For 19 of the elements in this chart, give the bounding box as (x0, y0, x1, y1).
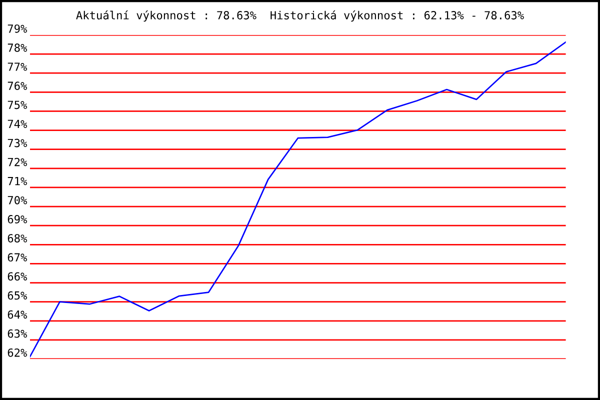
y-tick-label: 65% (8, 291, 28, 300)
y-tick-label: 78% (8, 44, 28, 52)
y-tick-label: 74% (8, 120, 28, 128)
y-tick-label: 70% (8, 196, 28, 204)
y-tick-label: 73% (8, 138, 28, 148)
y-tick-label: 69% (8, 215, 28, 224)
y-tick-label: 75% (8, 100, 28, 110)
y-tick-label: 77% (8, 62, 28, 71)
y-tick-label: 72% (8, 158, 28, 166)
y-tick-label: 71% (8, 177, 28, 186)
y-tick-label: 64% (8, 310, 28, 319)
y-tick-label: 68% (8, 234, 28, 242)
y-tick-label: 79% (8, 24, 28, 33)
chart-title: Aktuální výkonnost : 78.63% Historická výkonnost : 62.13% - 78.63% (76, 10, 524, 22)
y-tick-label: 63% (8, 329, 28, 338)
y-tick-label: 67% (8, 253, 28, 262)
y-tick-label: 62% (8, 348, 28, 357)
y-tick-label: 76% (8, 82, 28, 90)
y-tick-label: 66% (8, 272, 28, 281)
